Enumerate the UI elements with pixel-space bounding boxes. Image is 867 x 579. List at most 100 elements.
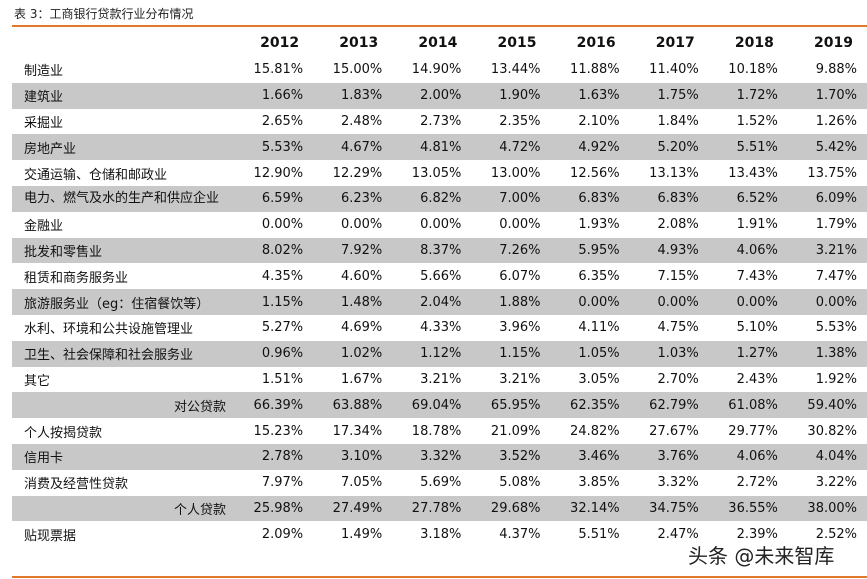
cell-value: 6.35% (578, 268, 620, 284)
cell-value: 4.81% (392, 134, 472, 161)
cell-value: 4.93% (629, 237, 709, 264)
header-corner (12, 28, 234, 57)
row-label: 金融业 (24, 219, 64, 235)
cell-value: 61.08% (708, 392, 788, 419)
cell-value: 3.18% (420, 526, 462, 542)
row-label: 个人贷款 (12, 495, 234, 522)
cell-value: 3.46% (550, 443, 630, 470)
cell-value: 4.75% (657, 320, 699, 336)
cell-value: 1.15% (471, 340, 551, 367)
cell-value: 7.97% (261, 475, 304, 491)
cell-value: 0.00% (499, 217, 541, 233)
cell-value: 2.39% (736, 526, 778, 542)
cell-value: 3.32% (392, 443, 472, 470)
column-header: 2012 (260, 34, 300, 51)
row-label: 制造业 (24, 64, 64, 80)
cell-value: 2.65% (261, 113, 304, 129)
data-table: 2012 2013 2014 2015 2016 2017 2018 2019 制造业 15.8… (12, 28, 867, 547)
table-row: 卫生、社会保障和社会服务业 0.96% 1.02% 1.12% 1.15% 1.05% 1.… (12, 340, 867, 367)
cell-value: 3.52% (471, 443, 551, 470)
cell-value: 3.22% (815, 475, 857, 491)
row-label: 信用卡 (12, 443, 234, 470)
cell-value: 1.88% (471, 289, 551, 315)
cell-value: 7.00% (471, 185, 551, 212)
cell-value: 3.21% (499, 371, 541, 387)
cell-value: 32.14% (550, 495, 630, 522)
cell-value: 0.00% (261, 217, 304, 233)
rule (12, 25, 867, 27)
column-header: 2018 (734, 34, 774, 51)
cell-value: 0.00% (708, 289, 788, 315)
table-row: 采掘业 2.65% 2.48% 2.73% 2.35% 2.10% 1.84% 1.52% 1.… (12, 109, 867, 135)
row-label: 电力、燃气及水的生产和供应企业 (12, 185, 234, 212)
watermark: 头条 @未来智库 (688, 544, 835, 568)
cell-value: 4.67% (313, 134, 393, 161)
cell-value: 1.66% (234, 82, 314, 109)
cell-value: 0.00% (550, 289, 630, 315)
cell-value: 5.69% (420, 475, 462, 491)
cell-value: 2.72% (736, 475, 778, 491)
cell-value: 8.02% (234, 237, 314, 264)
cell-value: 1.63% (550, 82, 630, 109)
row-label: 贴现票据 (24, 528, 77, 544)
row-label: 消费及经营性贷款 (24, 477, 129, 493)
cell-value: 5.53% (234, 134, 314, 161)
cell-value: 4.33% (420, 320, 462, 336)
cell-value: 29.77% (728, 423, 778, 439)
cell-value: 0.00% (787, 289, 867, 315)
table-row: 个人按揭贷款 15.23% 17.34% 18.78% 21.09% 24.82% 27.6… (12, 418, 867, 444)
cell-value: 2.70% (657, 371, 699, 387)
cell-value: 12.29% (332, 165, 383, 181)
cell-value: 1.79% (815, 217, 857, 233)
cell-value: 11.40% (649, 62, 699, 78)
table-caption: 表 3：工商银行贷款行业分布情况 (14, 7, 194, 21)
cell-value: 62.35% (550, 392, 630, 419)
cell-value: 2.52% (815, 526, 857, 542)
cell-value: 0.00% (629, 289, 709, 315)
cell-value: 2.35% (499, 113, 541, 129)
cell-value: 12.56% (570, 165, 620, 181)
cell-value: 5.51% (708, 134, 788, 161)
cell-value: 2.43% (736, 371, 778, 387)
cell-value: 1.02% (313, 340, 393, 367)
cell-value: 5.42% (787, 134, 867, 161)
row-label: 租赁和商务服务业 (24, 270, 129, 286)
cell-value: 1.38% (787, 340, 867, 367)
table-row: 交通运输、仓储和邮政业 12.90% 12.29% 13.05% 13.00% 12.56… (12, 160, 867, 186)
row-label: 交通运输、仓储和邮政业 (24, 167, 168, 183)
cell-value: 21.09% (490, 423, 541, 439)
cell-value: 9.88% (815, 62, 857, 78)
cell-value: 29.68% (471, 495, 551, 522)
header-row: 2012 2013 2014 2015 2016 2017 2018 2019 (12, 28, 867, 57)
cell-value: 2.48% (340, 113, 383, 129)
row-label: 建筑业 (12, 82, 234, 109)
cell-value: 1.70% (787, 82, 867, 109)
cell-value: 17.34% (332, 423, 383, 439)
cell-value: 1.26% (815, 113, 857, 129)
cell-value: 18.78% (411, 423, 462, 439)
cell-value: 1.83% (313, 82, 393, 109)
column-header: 2019 (814, 34, 853, 51)
cell-value: 6.83% (629, 185, 709, 212)
row-label: 个人按揭贷款 (24, 425, 103, 441)
cell-value: 7.92% (313, 237, 393, 264)
cell-value: 6.23% (313, 185, 393, 212)
row-label: 卫生、社会保障和社会服务业 (12, 340, 234, 367)
cell-value: 6.82% (392, 185, 472, 212)
cell-value: 4.60% (340, 268, 383, 284)
table-row: 房地产业 5.53% 4.67% 4.81% 4.72% 4.92% 5.20% 5.51% 5… (12, 134, 867, 161)
cell-value: 4.04% (787, 443, 867, 470)
cell-value: 63.88% (313, 392, 393, 419)
cell-value: 59.40% (787, 392, 867, 419)
cell-value: 30.82% (807, 423, 857, 439)
table-row: 旅游服务业（eg：住宿餐饮等） 1.15% 1.48% 2.04% 1.88% 0.00%… (12, 289, 867, 315)
cell-value: 1.91% (736, 217, 778, 233)
cell-value: 2.10% (578, 113, 620, 129)
cell-value: 2.47% (657, 526, 699, 542)
cell-value: 0.00% (420, 217, 462, 233)
cell-value: 1.05% (550, 340, 630, 367)
cell-value: 3.32% (657, 475, 699, 491)
cell-value: 4.37% (499, 526, 541, 542)
column-header: 2017 (655, 34, 695, 51)
cell-value: 13.44% (490, 62, 541, 78)
